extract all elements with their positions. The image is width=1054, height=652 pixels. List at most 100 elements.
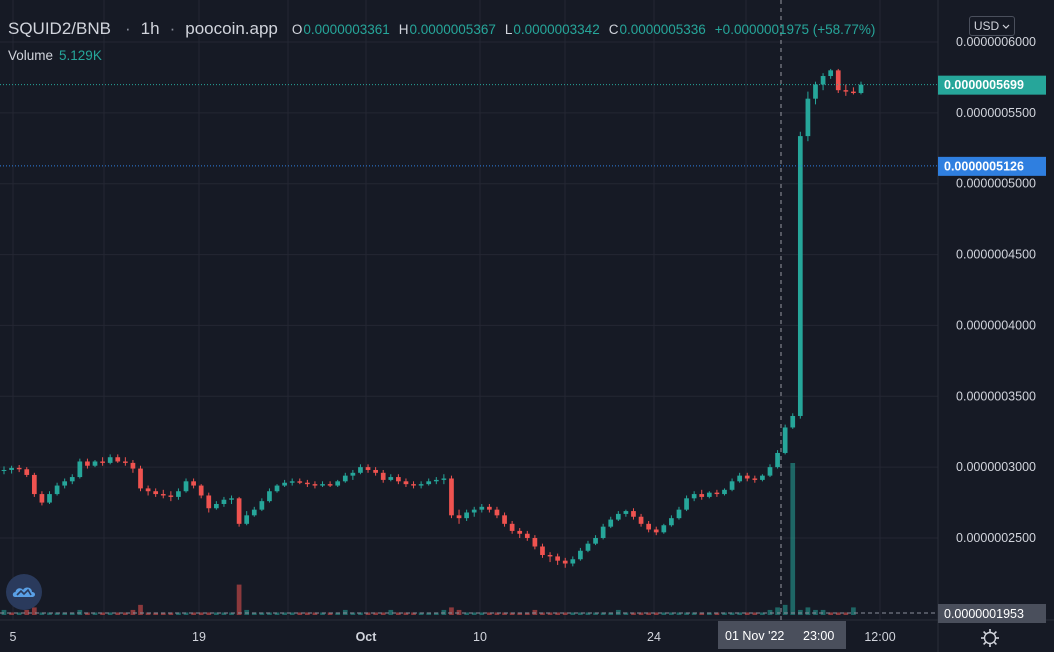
volume-bar (153, 612, 159, 615)
timeframe-label[interactable]: 1h (140, 19, 160, 38)
volume-bar (767, 609, 773, 615)
candle-body (282, 482, 287, 486)
candle-body (593, 538, 598, 544)
volume-bar (433, 612, 439, 615)
volume-bar (835, 612, 841, 615)
volume-bar (403, 612, 409, 615)
candle-body (729, 481, 735, 490)
volume-bar (646, 612, 651, 615)
volume-bar (752, 612, 758, 615)
candle-body (684, 498, 689, 510)
candle-body (342, 475, 348, 482)
candle-body (805, 98, 811, 137)
candle-body (115, 457, 121, 462)
low-key: L (504, 21, 513, 37)
time-axis-label: 24 (647, 630, 661, 644)
volume-bar (388, 609, 394, 615)
volume-bar (828, 612, 834, 615)
candle-body (297, 481, 303, 483)
candle-body (183, 481, 189, 492)
volume-bar (502, 612, 507, 615)
candle-body (858, 84, 864, 94)
candle-body (85, 461, 90, 466)
candle-body (69, 477, 75, 482)
change-value: +0.0000001975 (+58.77%) (714, 21, 876, 37)
candle-body (479, 506, 485, 510)
volume-bar (449, 607, 454, 615)
volume-bar (714, 612, 720, 615)
candle-body (433, 479, 439, 482)
volume-bar (411, 612, 416, 615)
volume-bar (722, 612, 727, 615)
volume-bar (524, 612, 530, 615)
candle-body (388, 477, 394, 480)
candle-body (722, 489, 727, 495)
volume-bar (92, 612, 98, 615)
candle-body (122, 461, 128, 463)
gear-icon[interactable] (978, 626, 1002, 650)
volume-bar (214, 612, 219, 615)
tradingview-cloud-icon[interactable] (6, 574, 42, 610)
candle-body (358, 467, 363, 473)
candle-body (797, 136, 803, 416)
volume-bar (358, 612, 363, 615)
candle-body (646, 523, 651, 530)
volume-bar (206, 612, 212, 615)
volume-bar (312, 612, 318, 615)
volume-bar (653, 612, 659, 615)
candle-body (555, 556, 560, 561)
volume-bar (669, 612, 674, 615)
candle-body (760, 475, 765, 480)
volume-bar (456, 609, 462, 615)
separator: · (124, 19, 131, 38)
volume-bar (327, 612, 333, 615)
candle-body (638, 516, 644, 524)
volume-bar (562, 612, 568, 615)
candle-body (623, 511, 629, 514)
candle-body (676, 509, 682, 519)
volume-bar (350, 612, 356, 615)
candle-body (145, 488, 151, 492)
candle-body (562, 560, 568, 564)
volume-bar (236, 584, 242, 615)
volume-bar (797, 609, 803, 615)
time-axis-label: Oct (356, 630, 378, 644)
candle-body (267, 491, 272, 502)
volume-bar (676, 612, 682, 615)
currency-button[interactable]: USD (969, 16, 1015, 36)
candle-body (441, 478, 447, 480)
candle-body (24, 469, 30, 475)
close-value: 0.0000005336 (619, 21, 706, 37)
volume-bar (578, 612, 583, 615)
candle-body (699, 494, 705, 497)
candle-body (669, 518, 674, 526)
volume-bar (107, 612, 113, 615)
candle-body (92, 461, 98, 466)
last-price-tag-bg (938, 75, 1046, 95)
candle-body (16, 467, 22, 470)
candle-body (100, 461, 105, 463)
symbol-label[interactable]: SQUID2/BNB (8, 19, 111, 38)
volume-bar (100, 612, 105, 615)
time-axis-label: 5 (10, 630, 17, 644)
volume-bar (176, 612, 181, 615)
volume-bar (16, 612, 22, 615)
volume-bar (77, 609, 83, 615)
candle-body (790, 415, 796, 428)
volume-bar (297, 612, 303, 615)
candle-body (130, 462, 136, 469)
volume-bar (191, 612, 196, 615)
candle-body (153, 491, 159, 495)
volume-bar (418, 612, 424, 615)
volume-bar (555, 612, 560, 615)
candle-body (1, 469, 7, 471)
volume-bar (62, 612, 68, 615)
candle-body (350, 472, 356, 476)
candle-body (335, 481, 341, 486)
open-key: O (291, 21, 303, 37)
candle-body (547, 555, 553, 557)
volume-bar (820, 609, 826, 615)
last-price-tag: 0.0000005699 (944, 78, 1024, 92)
